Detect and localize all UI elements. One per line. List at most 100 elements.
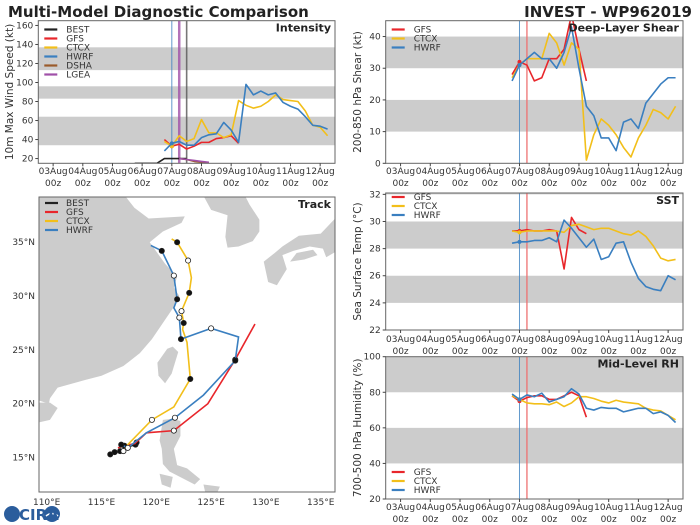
x-tick-date: 05Aug: [446, 335, 475, 345]
x-tick-hour: 00z: [452, 515, 468, 525]
y-tick-label: 80: [22, 98, 34, 108]
y-tick-label: 100: [16, 78, 33, 88]
landmass-japan-shikoku: [290, 249, 318, 262]
track-point-best: [111, 449, 118, 456]
shaded-band: [385, 427, 683, 464]
lon-tick-label: 135°E: [307, 498, 335, 508]
x-tick-date: 07Aug: [505, 503, 534, 513]
panel-title-shear: Deep-Layer Shear: [568, 22, 679, 35]
track-point-hwrf: [170, 272, 177, 279]
lat-tick-label: 15°N: [12, 454, 35, 464]
landmass-hainan: [39, 402, 58, 423]
y-tick-label: 40: [22, 136, 34, 146]
x-tick-date: 12Aug: [654, 167, 683, 177]
rh-plot-area: [385, 356, 683, 499]
storm-title: INVEST - WP962019: [524, 3, 692, 21]
plot-background: [385, 193, 683, 330]
legend-label-gfs: GFS: [414, 468, 432, 478]
track-point-hwrf: [232, 357, 239, 364]
series-point-hwrf: [517, 397, 522, 402]
x-tick-hour: 00z: [511, 179, 527, 189]
x-tick-date: 06Aug: [475, 167, 504, 177]
panel-title-track: Track: [298, 198, 332, 211]
x-tick-date: 12Aug: [306, 167, 335, 177]
x-tick-date: 11Aug: [276, 167, 305, 177]
figure-title: Multi-Model Diagnostic Comparison: [8, 3, 309, 21]
shaded-band: [385, 99, 683, 132]
lon-tick-label: 115°E: [88, 498, 116, 508]
y-axis-label: 10m Max Wind Speed (kt): [4, 24, 16, 160]
x-tick-hour: 00z: [223, 179, 239, 189]
plot-frame: [385, 192, 684, 331]
x-tick-hour: 00z: [193, 179, 209, 189]
shaded-band: [385, 193, 683, 195]
x-tick-date: 07Aug: [157, 167, 186, 177]
legend-label-best: BEST: [66, 26, 90, 36]
y-tick-label: 140: [16, 40, 33, 50]
track-point-ctcx: [178, 308, 185, 315]
lat-tick-label: 30°N: [12, 292, 35, 302]
x-tick-date: 05Aug: [98, 167, 127, 177]
x-tick-date: 09Aug: [217, 167, 246, 177]
x-tick-date: 06Aug: [475, 503, 504, 513]
landmass-luzon: [159, 418, 201, 485]
x-tick-hour: 00z: [45, 179, 61, 189]
landmass-mindoro: [159, 473, 173, 488]
y-tick-label: 32: [369, 190, 380, 200]
x-tick-date: 10Aug: [594, 335, 623, 345]
y-axis-label: Sea Surface Temp (°C): [352, 202, 364, 320]
y-tick-label: 20: [369, 96, 381, 106]
legend-label-hwrf: HWRF: [66, 53, 93, 63]
legend-label-hwrf: HWRF: [414, 486, 441, 496]
x-tick-date: 06Aug: [128, 167, 157, 177]
track-plot-area: [39, 197, 335, 492]
x-tick-date: 09Aug: [564, 503, 593, 513]
series-line-ctcx: [163, 94, 329, 147]
x-tick-date: 04Aug: [416, 335, 445, 345]
x-tick-date: 10Aug: [246, 167, 275, 177]
y-tick-label: 20: [369, 495, 381, 505]
map-frame: [38, 196, 336, 493]
x-tick-hour: 00z: [571, 515, 587, 525]
lat-tick-label: 35°N: [12, 238, 35, 248]
legend-label-hwrf: HWRF: [66, 226, 93, 236]
x-tick-hour: 00z: [660, 515, 676, 525]
y-tick-label: 60: [22, 117, 34, 127]
shaded-band: [385, 221, 683, 249]
sst-plot-area: [385, 193, 683, 330]
x-tick-date: 07Aug: [505, 167, 534, 177]
lon-tick-label: 120°E: [143, 498, 171, 508]
x-tick-hour: 00z: [601, 347, 617, 357]
x-tick-date: 03Aug: [386, 503, 415, 513]
x-tick-date: 04Aug: [68, 167, 97, 177]
series-line-hwrf: [163, 83, 328, 152]
series-point-gfs: [517, 59, 522, 64]
track-point-ctcx: [180, 319, 187, 326]
x-tick-hour: 00z: [541, 179, 557, 189]
x-tick-date: 12Aug: [654, 335, 683, 345]
legend-label-ctcx: CTCX: [414, 202, 438, 212]
landmass-korea: [204, 197, 260, 248]
x-tick-hour: 00z: [660, 179, 676, 189]
plot-frame: [385, 20, 684, 164]
shear-panel: 0 10 20 30 40 03Aug 00z 04Aug 00z 05Aug 00z 06Aug 00…: [352, 20, 684, 189]
x-tick-hour: 00z: [660, 347, 676, 357]
y-tick-label: 0: [375, 159, 381, 169]
x-tick-hour: 00z: [482, 179, 498, 189]
plot-frame: [37, 20, 336, 164]
legend-label-hwrf: HWRF: [414, 44, 441, 54]
legend-label-lgea: LGEA: [66, 71, 91, 81]
y-tick-label: 24: [369, 299, 381, 309]
series-line-ctcx: [511, 32, 677, 161]
track-point-ctcx: [174, 239, 181, 246]
x-tick-hour: 00z: [312, 179, 328, 189]
y-tick-label: 20: [22, 155, 34, 165]
legend-label-ctcx: CTCX: [66, 217, 90, 227]
x-tick-date: 03Aug: [39, 167, 68, 177]
rh-panel: 20 40 60 80 100 03Aug 00z 04Aug 00z 05Aug 00z 06Aug…: [352, 353, 684, 525]
x-tick-date: 08Aug: [535, 167, 564, 177]
track-point-ctcx: [185, 257, 192, 264]
legend-label-gfs: GFS: [414, 193, 432, 203]
x-tick-hour: 00z: [422, 515, 438, 525]
